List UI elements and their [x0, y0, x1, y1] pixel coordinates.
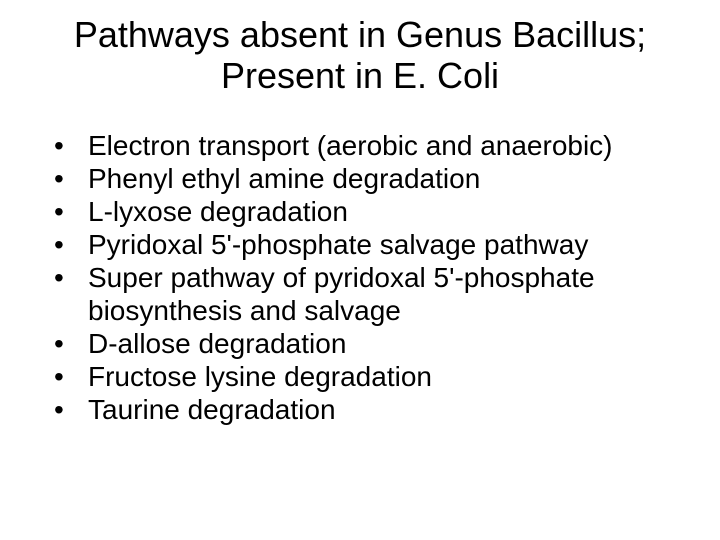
- list-item: Phenyl ethyl amine degradation: [46, 162, 692, 195]
- list-item: D-allose degradation: [46, 327, 692, 360]
- bullet-text: D-allose degradation: [88, 328, 346, 359]
- bullet-text: L-lyxose degradation: [88, 196, 348, 227]
- bullet-text: Electron transport (aerobic and anaerobi…: [88, 130, 613, 161]
- bullet-text: Phenyl ethyl amine degradation: [88, 163, 480, 194]
- title-line-1: Pathways absent in Genus Bacillus;: [74, 14, 646, 55]
- bullet-text: Pyridoxal 5'-phosphate salvage pathway: [88, 229, 588, 260]
- list-item: Fructose lysine degradation: [46, 360, 692, 393]
- slide-container: Pathways absent in Genus Bacillus; Prese…: [0, 0, 720, 540]
- bullet-text: Fructose lysine degradation: [88, 361, 432, 392]
- list-item: Taurine degradation: [46, 393, 692, 426]
- slide-title: Pathways absent in Genus Bacillus; Prese…: [28, 14, 692, 97]
- bullet-list: Electron transport (aerobic and anaerobi…: [46, 129, 692, 426]
- bullet-text: Super pathway of pyridoxal 5'-phosphate …: [88, 262, 595, 326]
- list-item: Super pathway of pyridoxal 5'-phosphate …: [46, 261, 692, 327]
- list-item: Electron transport (aerobic and anaerobi…: [46, 129, 692, 162]
- list-item: L-lyxose degradation: [46, 195, 692, 228]
- list-item: Pyridoxal 5'-phosphate salvage pathway: [46, 228, 692, 261]
- slide-body: Electron transport (aerobic and anaerobi…: [28, 129, 692, 426]
- bullet-text: Taurine degradation: [88, 394, 336, 425]
- title-line-2: Present in E. Coli: [221, 55, 499, 96]
